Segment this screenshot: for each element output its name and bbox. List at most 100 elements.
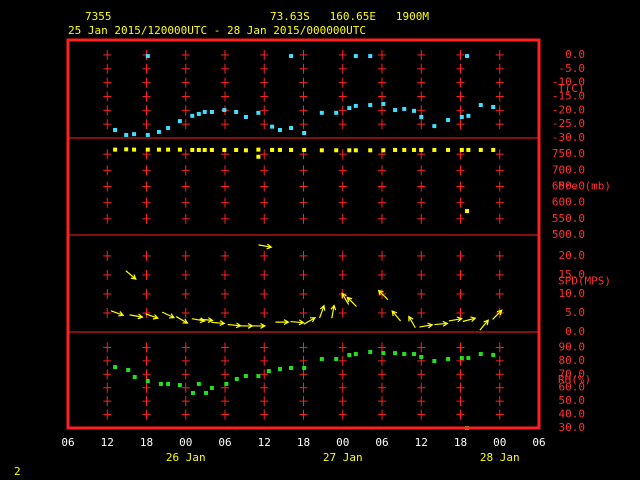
- date-label: 27 Jan: [323, 451, 363, 464]
- data-point: [334, 110, 339, 115]
- data-point: [177, 147, 182, 152]
- y-tick-label: 750.0: [552, 147, 585, 160]
- station-id: 7355: [85, 10, 112, 23]
- data-point: [277, 367, 282, 372]
- data-point: [196, 111, 201, 116]
- data-point: [145, 147, 150, 152]
- data-point: [158, 381, 163, 386]
- y-tick-label: -15.0: [552, 89, 585, 102]
- y-tick-label: 70.0: [559, 367, 586, 380]
- station-location: 73.63S 160.65E 1900M: [270, 10, 429, 23]
- data-point: [266, 369, 271, 374]
- data-point: [393, 108, 398, 113]
- y-tick-label: 0.0: [565, 325, 585, 338]
- grid-crosses: [103, 269, 504, 280]
- data-point: [491, 147, 496, 152]
- y-tick-label: -30.0: [552, 131, 585, 144]
- y-tick-label: 15.0: [559, 268, 586, 281]
- data-point: [256, 154, 261, 159]
- data-point: [478, 147, 483, 152]
- y-tick-label: 30.0: [559, 421, 586, 434]
- data-point: [402, 352, 407, 357]
- grid-crosses: [103, 197, 504, 208]
- data-point: [124, 132, 129, 137]
- wind-arrow: [462, 316, 477, 323]
- x-tick-label: 00: [493, 436, 506, 449]
- data-point: [289, 147, 294, 152]
- data-point: [412, 147, 417, 152]
- y-tick-label: 80.0: [559, 354, 586, 367]
- y-tick-label: 10.0: [559, 287, 586, 300]
- wind-arrow: [251, 322, 267, 329]
- wind-arrow: [341, 292, 350, 305]
- wind-arrow: [145, 313, 160, 320]
- y-tick-label: 5.0: [565, 306, 585, 319]
- data-point: [270, 124, 275, 129]
- data-point: [145, 54, 150, 59]
- data-point: [202, 147, 207, 152]
- data-point: [319, 110, 324, 115]
- data-point: [353, 148, 358, 153]
- grid-crosses: [103, 119, 504, 130]
- data-point: [466, 147, 471, 152]
- data-point: [319, 356, 324, 361]
- data-point: [419, 114, 424, 119]
- grid-crosses: [103, 369, 504, 380]
- date-label: 28 Jan: [480, 451, 520, 464]
- data-point: [177, 119, 182, 124]
- data-point: [459, 356, 464, 361]
- x-tick-label: 00: [179, 436, 192, 449]
- wind-arrow: [129, 313, 144, 320]
- wind-arrow: [434, 320, 449, 327]
- data-point: [132, 374, 137, 379]
- data-point: [347, 106, 352, 111]
- y-tick-label: -5.0: [559, 62, 586, 75]
- grid-crosses: [103, 181, 504, 192]
- data-point: [156, 129, 161, 134]
- x-tick-label: 18: [140, 436, 153, 449]
- data-point: [166, 381, 171, 386]
- data-point: [478, 352, 483, 357]
- y-tick-label: -25.0: [552, 117, 585, 130]
- data-point: [353, 103, 358, 108]
- data-point: [243, 114, 248, 119]
- data-point: [124, 147, 129, 152]
- data-point: [432, 359, 437, 364]
- data-point: [302, 365, 307, 370]
- wind-arrow: [408, 315, 416, 329]
- data-point: [196, 147, 201, 152]
- data-point: [234, 147, 239, 152]
- data-point: [334, 356, 339, 361]
- data-point: [402, 147, 407, 152]
- footer: 2: [14, 465, 21, 478]
- wind-arrow: [330, 304, 337, 319]
- data-point: [166, 147, 171, 152]
- data-point: [412, 352, 417, 357]
- period: 25 Jan 2015/120000UTC - 28 Jan 2015/0000…: [68, 24, 366, 37]
- data-point: [166, 126, 171, 131]
- wind-arrow: [391, 310, 402, 322]
- grid-crosses: [103, 409, 504, 420]
- wind-arrow: [110, 310, 125, 317]
- data-point: [256, 147, 261, 152]
- wind-arrow: [175, 316, 189, 324]
- data-point: [113, 365, 118, 370]
- wind-arrow: [258, 243, 273, 250]
- data-point: [368, 148, 373, 153]
- data-point: [209, 385, 214, 390]
- data-point: [222, 108, 227, 113]
- data-point: [177, 383, 182, 388]
- data-point: [132, 132, 137, 137]
- wind-arrow: [303, 317, 317, 325]
- data-point: [368, 103, 373, 108]
- data-point: [196, 381, 201, 386]
- data-point: [277, 127, 282, 132]
- y-tick-label: 0.0: [565, 48, 585, 61]
- data-point: [432, 147, 437, 152]
- data-point: [145, 132, 150, 137]
- wind-arrow: [377, 289, 389, 301]
- x-tick-label: 06: [61, 436, 74, 449]
- y-axis-label: RH(%): [558, 373, 591, 386]
- y-tick-label: 50.0: [559, 394, 586, 407]
